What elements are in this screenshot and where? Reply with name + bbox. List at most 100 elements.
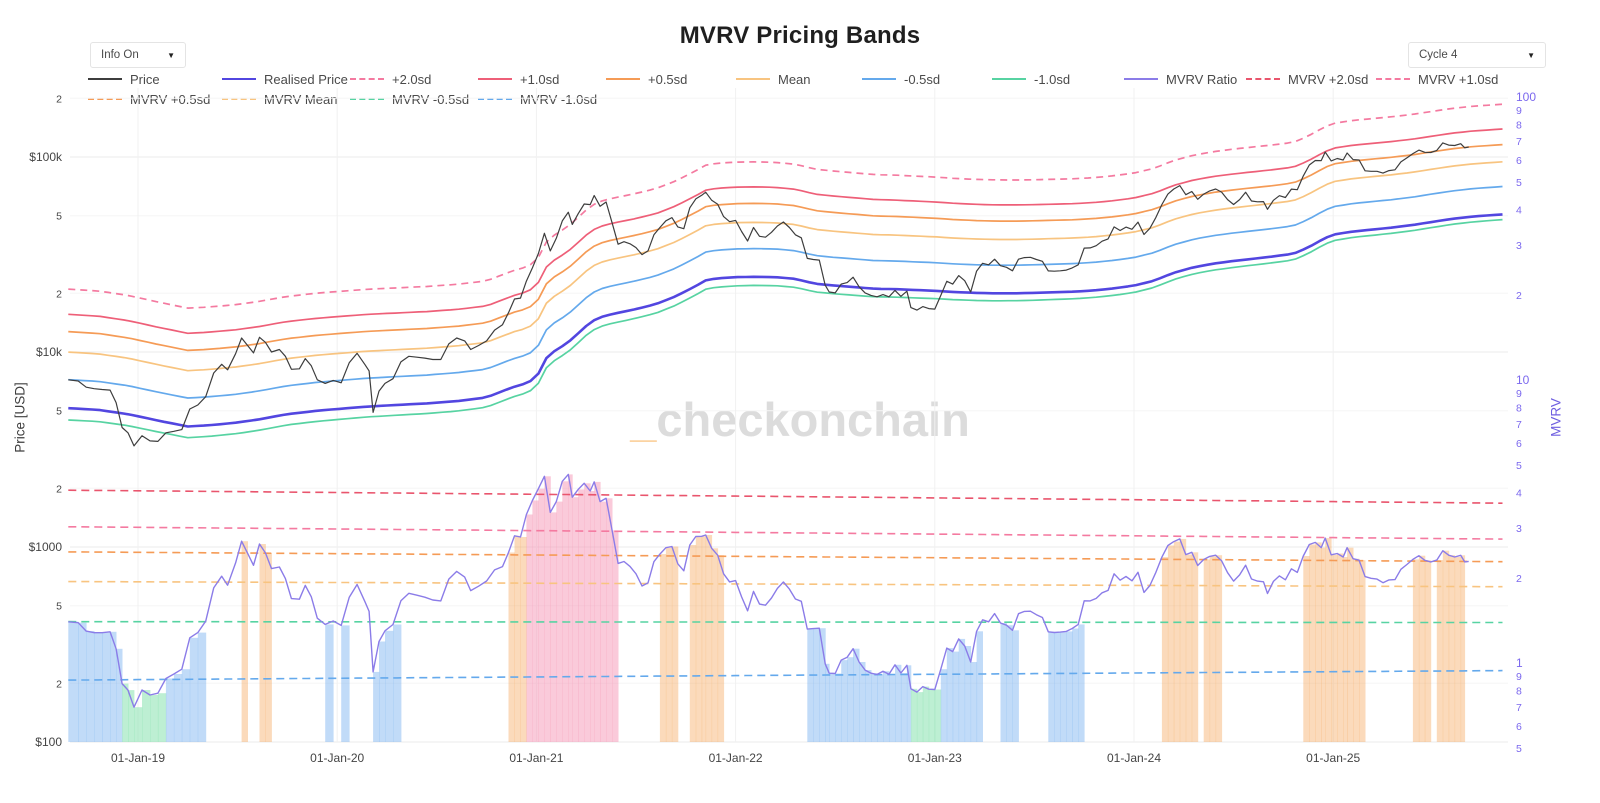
mvrv-zone-fill xyxy=(94,632,103,742)
mvrv-zone-fill xyxy=(142,690,151,742)
y-right-tick-label: 7 xyxy=(1516,702,1522,714)
mvrv-zone-fill xyxy=(829,673,836,742)
mvrv-zone-fill xyxy=(1054,632,1061,742)
mvrv-zone-fill xyxy=(584,483,591,742)
mvrv-zone-fill xyxy=(1006,625,1013,742)
mvrv-zone-fill xyxy=(1066,631,1073,742)
mvrv-zone-fill xyxy=(68,621,79,742)
mvrv-zone-fill xyxy=(1215,555,1223,742)
info-toggle-dropdown[interactable]: Info On ▼ xyxy=(90,42,186,68)
y-left-tick-label: 5 xyxy=(56,406,62,418)
legend-item--1-0sd[interactable]: +1.0sd xyxy=(478,71,559,87)
realised-price-line xyxy=(68,213,1503,428)
legend-item-mvrv-mean[interactable]: MVRV Mean xyxy=(222,91,337,107)
mvrv-zone-fill xyxy=(940,669,948,742)
mvrv-zone-fill xyxy=(922,686,930,742)
legend-swatch xyxy=(736,78,770,80)
mvrv-zone-fill xyxy=(173,674,183,742)
legend-swatch xyxy=(88,78,122,80)
mvrv-zone-fill xyxy=(671,546,679,742)
mvrv-band-line--0.5sd xyxy=(68,620,1503,624)
cycle-select-dropdown[interactable]: Cycle 4 ▼ xyxy=(1408,42,1546,68)
y-right-tick-label: 3 xyxy=(1516,523,1522,535)
y-right-tick-label: 7 xyxy=(1516,419,1522,431)
x-tick-label: 01-Jan-22 xyxy=(709,751,763,765)
mvrv-zone-fill xyxy=(1353,558,1360,742)
y-left-tick-label: $100k xyxy=(29,150,63,164)
mvrv-zone-fill xyxy=(1347,547,1354,742)
y-right-tick-label: 1 xyxy=(1516,656,1523,670)
y-right-tick-label: 4 xyxy=(1516,488,1522,500)
price-band-line-+0.5sd xyxy=(68,143,1503,352)
mvrv-zone-fill xyxy=(711,548,719,742)
y-right-tick-label: 8 xyxy=(1516,119,1522,131)
page-title: MVRV Pricing Bands xyxy=(679,22,921,49)
legend-swatch xyxy=(1124,78,1158,80)
mvrv-zone-fill xyxy=(1442,550,1450,742)
x-tick-label: 01-Jan-24 xyxy=(1107,751,1161,765)
mvrv-zone-fill xyxy=(265,553,272,742)
x-tick-label: 01-Jan-20 xyxy=(310,751,364,765)
mvrv-zone-fill xyxy=(1325,538,1332,742)
mvrv-zone-fill xyxy=(841,660,848,742)
mvrv-zone-fill xyxy=(189,637,199,742)
price-band-line--0.5sd xyxy=(68,185,1503,399)
y-right-tick-label: 4 xyxy=(1516,205,1522,217)
mvrv-zone-fill xyxy=(1321,547,1326,742)
mvrv-zone-fill xyxy=(928,689,936,742)
legend-item-mvrv-1-0sd[interactable]: MVRV -1.0sd xyxy=(478,91,597,107)
price-line xyxy=(68,142,1469,447)
mvrv-zone-fill xyxy=(572,497,579,742)
mvrv-zone-fill xyxy=(385,630,394,742)
legend-swatch xyxy=(88,98,122,100)
mvrv-zone-fill xyxy=(934,689,942,742)
legend-swatch xyxy=(222,78,256,80)
y-right-tick-label: 6 xyxy=(1516,438,1522,450)
mvrv-zone-fill xyxy=(665,547,673,742)
legend-item-mvrv-1-0sd[interactable]: MVRV +1.0sd xyxy=(1376,71,1498,87)
mvrv-zone-fill xyxy=(341,625,350,742)
mvrv-zone-fill xyxy=(1185,554,1193,742)
mvrv-zone-fill xyxy=(157,693,167,742)
mvrv-zone-fill xyxy=(128,690,135,742)
mvrv-zone-fill xyxy=(544,476,551,742)
legend-item-mvrv-2-0sd[interactable]: MVRV +2.0sd xyxy=(1246,71,1368,87)
legend-swatch xyxy=(350,78,384,80)
legend-label: -0.5sd xyxy=(904,71,941,87)
legend-item-mvrv-0-5sd[interactable]: MVRV -0.5sd xyxy=(350,91,469,107)
mvrv-zone-fill xyxy=(701,536,707,742)
mvrv-zone-fill xyxy=(705,535,713,742)
mvrv-zone-fill xyxy=(952,651,960,742)
mvrv-zone-fill xyxy=(1012,630,1019,742)
mvrv-zone-fill xyxy=(1161,557,1169,742)
mvrv-zone-fill xyxy=(181,669,191,742)
mvrv-zone-fill xyxy=(134,707,143,742)
legend-item--0-5sd[interactable]: -0.5sd xyxy=(862,71,940,87)
mvrv-zone-fill xyxy=(1460,555,1466,742)
mvrv-zone-fill xyxy=(373,671,380,742)
mvrv-zone-fill xyxy=(578,489,585,742)
mvrv-zone-fill xyxy=(1048,631,1055,742)
legend-label: +0.5sd xyxy=(648,71,688,87)
legend-item-mean[interactable]: Mean xyxy=(736,71,811,87)
mvrv-zone-fill xyxy=(1191,552,1199,742)
legend-swatch xyxy=(222,98,256,100)
price-band-line-+1.0sd xyxy=(68,128,1503,335)
mvrv-band-line-+2.0sd xyxy=(68,489,1503,504)
mvrv-band-line-+1.0sd xyxy=(68,526,1503,540)
mvrv-zone-fill xyxy=(659,554,667,742)
legend-item-price[interactable]: Price xyxy=(88,71,160,87)
price-band-line--1.0sd xyxy=(68,218,1503,439)
mvrv-zone-fill xyxy=(807,629,814,742)
legend-item-realised-price[interactable]: Realised Price xyxy=(222,71,348,87)
legend-item-mvrv-ratio[interactable]: MVRV Ratio xyxy=(1124,71,1237,87)
mvrv-zone-fill xyxy=(825,663,830,742)
legend-item-mvrv-0-5sd[interactable]: MVRV +0.5sd xyxy=(88,91,210,107)
mvrv-ratio-line xyxy=(68,473,1469,708)
legend-item--0-5sd[interactable]: +0.5sd xyxy=(606,71,687,87)
legend-item--2-0sd[interactable]: +2.0sd xyxy=(350,71,431,87)
legend-item--1-0sd[interactable]: -1.0sd xyxy=(992,71,1070,87)
legend-label: MVRV +2.0sd xyxy=(1288,71,1369,87)
mvrv-zone-fill xyxy=(1412,559,1420,742)
y-right-tick-label: 10 xyxy=(1516,373,1530,387)
